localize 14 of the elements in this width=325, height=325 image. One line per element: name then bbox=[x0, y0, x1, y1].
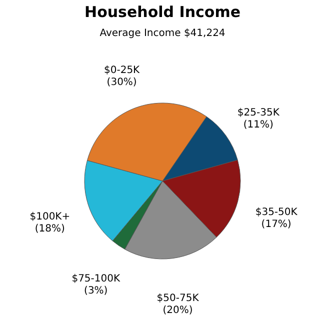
slice-label: $100K+ bbox=[30, 211, 70, 222]
slice-label: $50-75K bbox=[156, 293, 200, 304]
data-label: (30%) bbox=[106, 77, 137, 88]
slice-label: $75-100K bbox=[72, 273, 120, 284]
chart-subtitle: Average Income $41,224 bbox=[100, 28, 226, 39]
chart-title: Household Income bbox=[84, 3, 240, 21]
slice-label: $35-50K bbox=[255, 207, 298, 218]
data-label: (17%) bbox=[261, 219, 292, 230]
data-label: (3%) bbox=[84, 285, 108, 296]
slice-label: $25-35K bbox=[237, 107, 280, 118]
data-label: (20%) bbox=[162, 305, 193, 316]
slice-label: $0-25K bbox=[104, 65, 140, 76]
data-label: (11%) bbox=[243, 119, 274, 130]
data-label: (18%) bbox=[34, 223, 66, 234]
